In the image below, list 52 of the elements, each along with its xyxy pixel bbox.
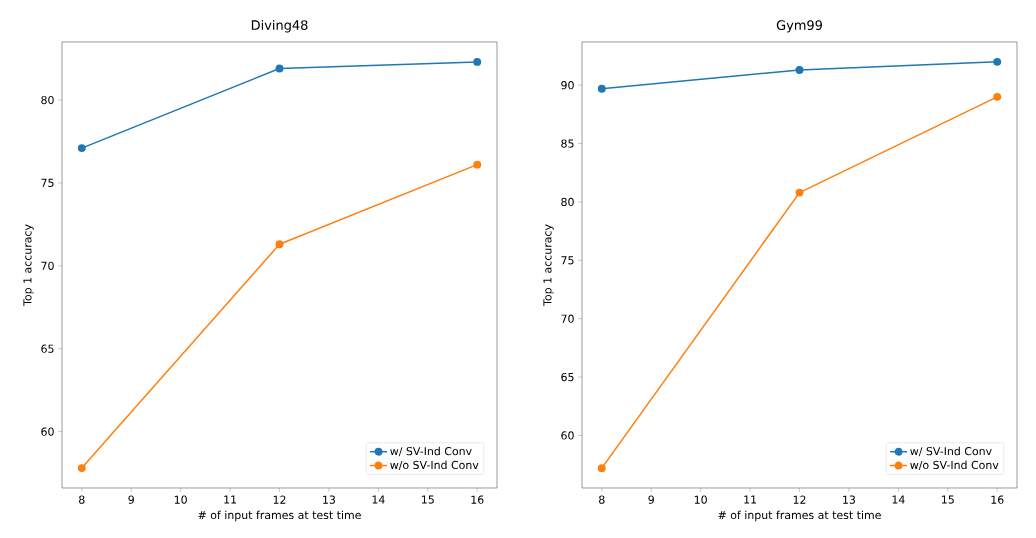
x-tick-label: 16 xyxy=(471,495,484,504)
point xyxy=(795,66,804,74)
x-axis-title: # of input frames at test time xyxy=(198,510,361,522)
y-axis-title: Top 1 accuracy xyxy=(23,224,34,306)
x-tick-label: 11 xyxy=(744,495,757,504)
y-axis-title: Top 1 accuracy xyxy=(543,224,554,306)
x-tick-label: 15 xyxy=(422,495,434,504)
point xyxy=(993,92,1002,101)
y-tick-label: 60 xyxy=(41,427,54,436)
y-tick-label: 65 xyxy=(561,372,574,382)
y-tick-label: 85 xyxy=(561,139,574,148)
point xyxy=(993,57,1002,66)
y-tick-label: 75 xyxy=(561,256,574,265)
point xyxy=(77,464,86,473)
x-tick-label: 8 xyxy=(599,495,605,504)
x-tick-label: 13 xyxy=(323,495,336,504)
y-tick-label: 75 xyxy=(41,178,54,187)
chart-title: Gym99 xyxy=(776,20,822,33)
point xyxy=(275,64,284,73)
y-tick-label: 80 xyxy=(561,197,574,207)
x-tick-label: 14 xyxy=(372,495,385,504)
legend-label: w/ SV-Ind Conv xyxy=(910,446,992,457)
legend-label: w/o SV-Ind Conv xyxy=(910,460,999,470)
point xyxy=(77,144,86,153)
x-tick-label: 12 xyxy=(793,495,806,504)
x-tick-label: 10 xyxy=(694,495,707,504)
x-tick-label: 9 xyxy=(128,495,134,504)
x-tick-label: 9 xyxy=(648,495,654,504)
x-tick-label: 14 xyxy=(892,495,905,504)
y-tick-label: 90 xyxy=(561,81,574,90)
point xyxy=(795,188,804,197)
legend-label: w/ SV-Ind Conv xyxy=(390,446,472,457)
point xyxy=(473,160,482,169)
legend-label: w/o SV-Ind Conv xyxy=(390,460,479,470)
x-tick-label: 13 xyxy=(843,495,856,504)
chart-title: Diving48 xyxy=(251,19,308,33)
point xyxy=(597,84,606,93)
y-tick-label: 80 xyxy=(41,95,54,105)
y-tick-label: 70 xyxy=(561,314,574,323)
y-tick-label: 65 xyxy=(41,344,54,353)
x-tick-label: 10 xyxy=(174,495,187,504)
x-tick-label: 15 xyxy=(942,495,954,504)
x-tick-label: 11 xyxy=(224,495,237,504)
point xyxy=(275,240,284,249)
x-axis-title: # of input frames at test time xyxy=(718,510,881,522)
y-tick-label: 60 xyxy=(561,431,574,440)
x-tick-label: 12 xyxy=(273,495,286,504)
point xyxy=(473,57,482,66)
point xyxy=(597,464,606,473)
x-tick-label: 16 xyxy=(991,495,1004,504)
x-tick-label: 8 xyxy=(79,495,85,504)
y-tick-label: 70 xyxy=(41,261,54,270)
